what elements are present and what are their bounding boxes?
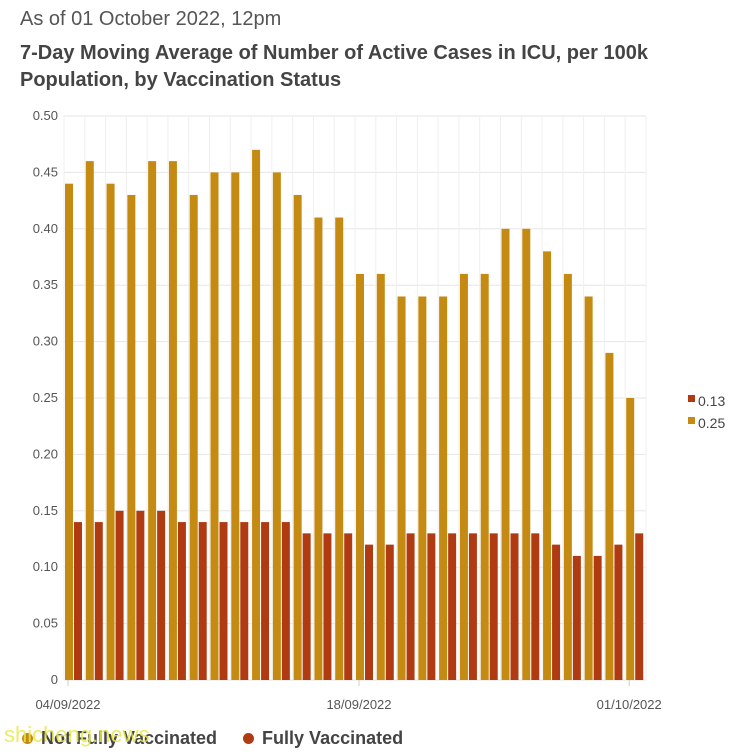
y-tick-label: 0.45	[33, 164, 58, 179]
bar-fully-vaccinated	[385, 544, 394, 680]
bar-fully-vaccinated	[94, 522, 103, 680]
bar-not-fully-vaccinated	[168, 161, 177, 680]
x-tick-label: 01/10/2022	[597, 697, 662, 712]
x-tick-label: 04/09/2022	[35, 697, 100, 712]
x-axis-ticks: 04/09/2022 18/09/2022 01/10/2022	[35, 680, 662, 712]
legend-dot-not-fully-vaccinated	[22, 733, 33, 744]
legend-dot-fully-vaccinated	[243, 733, 255, 744]
chart-title: 7-Day Moving Average of Number of Active…	[20, 42, 648, 91]
bar-not-fully-vaccinated	[605, 352, 614, 680]
legend-label-not-fully-vaccinated: Not Fully Vaccinated	[41, 728, 218, 748]
bar-not-fully-vaccinated	[376, 273, 385, 680]
bar-not-fully-vaccinated	[189, 194, 198, 680]
y-tick-label: 0.15	[33, 503, 58, 518]
bar-fully-vaccinated	[323, 533, 332, 680]
bar-fully-vaccinated	[177, 522, 186, 680]
bar-fully-vaccinated	[365, 544, 373, 680]
y-tick-label: 0.25	[33, 390, 58, 405]
y-tick-label: 0.20	[33, 446, 58, 461]
bar-fully-vaccinated	[593, 555, 602, 680]
bar-not-fully-vaccinated	[272, 172, 281, 680]
legend-bottom: Not Fully Vaccinated Fully Vaccinated	[22, 728, 429, 749]
y-tick-label: 0.40	[33, 221, 58, 236]
y-tick-label: 0.10	[33, 559, 58, 574]
bar-not-fully-vaccinated	[356, 273, 364, 680]
bar-not-fully-vaccinated	[335, 217, 344, 680]
bar-not-fully-vaccinated	[418, 296, 427, 680]
y-tick-label: 0.05	[33, 616, 58, 631]
legend-item-not-fully-vaccinated[interactable]: Not Fully Vaccinated	[22, 728, 217, 749]
bar-not-fully-vaccinated	[480, 273, 489, 680]
bar-fully-vaccinated	[552, 544, 561, 680]
bar-fully-vaccinated	[427, 533, 436, 680]
bar-fully-vaccinated	[302, 533, 311, 680]
bar-not-fully-vaccinated	[85, 161, 94, 680]
bar-not-fully-vaccinated	[397, 296, 406, 680]
bar-not-fully-vaccinated	[626, 398, 635, 680]
bar-fully-vaccinated	[635, 533, 644, 680]
bar-fully-vaccinated	[240, 522, 249, 680]
bar-not-fully-vaccinated	[584, 296, 593, 680]
bar-not-fully-vaccinated	[65, 183, 73, 680]
bar-fully-vaccinated	[136, 510, 145, 680]
bar-not-fully-vaccinated	[314, 217, 323, 680]
bar-fully-vaccinated	[572, 555, 581, 680]
y-tick-label: 0.30	[33, 334, 58, 349]
bar-not-fully-vaccinated	[127, 194, 136, 680]
bar-fully-vaccinated	[115, 510, 124, 680]
bar-not-fully-vaccinated	[210, 172, 219, 680]
bar-not-fully-vaccinated	[522, 228, 531, 681]
bar-fully-vaccinated	[74, 522, 82, 680]
bar-fully-vaccinated	[468, 533, 477, 680]
watermark: shicheng.news	[4, 722, 150, 747]
y-axis-ticks: 0 0.05 0.10 0.15 0.20 0.25 0.30 0.35 0.40 0.45 0.5…	[33, 108, 58, 687]
bar-fully-vaccinated	[614, 544, 623, 680]
y-tick-label: 0.50	[33, 108, 58, 123]
bar-not-fully-vaccinated	[252, 149, 261, 681]
chart-bars	[65, 149, 644, 681]
bar-fully-vaccinated	[219, 522, 228, 680]
bar-fully-vaccinated	[448, 533, 457, 680]
legend-value: 0.13	[698, 393, 725, 409]
bar-not-fully-vaccinated	[293, 194, 302, 680]
bar-fully-vaccinated	[344, 533, 353, 680]
bar-not-fully-vaccinated	[543, 251, 552, 681]
bar-not-fully-vaccinated	[459, 273, 468, 680]
x-tick-label: 18/09/2022	[326, 697, 391, 712]
legend-right: 0.13 0.25	[688, 393, 725, 431]
bar-not-fully-vaccinated	[106, 183, 115, 680]
bar-not-fully-vaccinated	[231, 172, 240, 680]
bar-fully-vaccinated	[406, 533, 415, 680]
legend-swatch	[688, 417, 695, 424]
bar-not-fully-vaccinated	[439, 296, 448, 680]
bar-not-fully-vaccinated	[148, 161, 157, 680]
bar-fully-vaccinated	[531, 533, 540, 680]
y-tick-label: 0.35	[33, 277, 58, 292]
bar-not-fully-vaccinated	[501, 228, 510, 681]
legend-label-fully-vaccinated: Fully Vaccinated	[262, 728, 404, 748]
timestamp: As of 01 October 2022, 12pm	[20, 8, 282, 30]
bar-fully-vaccinated	[198, 522, 207, 680]
bar-fully-vaccinated	[261, 522, 270, 680]
y-tick-label: 0	[51, 672, 58, 687]
bar-fully-vaccinated	[281, 522, 290, 680]
legend-item-fully-vaccinated[interactable]: Fully Vaccinated	[243, 728, 403, 749]
legend-swatch	[688, 395, 695, 402]
bar-fully-vaccinated	[489, 533, 498, 680]
legend-value: 0.25	[698, 415, 725, 431]
bar-fully-vaccinated	[510, 533, 519, 680]
bar-fully-vaccinated	[157, 510, 166, 680]
bar-not-fully-vaccinated	[563, 273, 572, 680]
